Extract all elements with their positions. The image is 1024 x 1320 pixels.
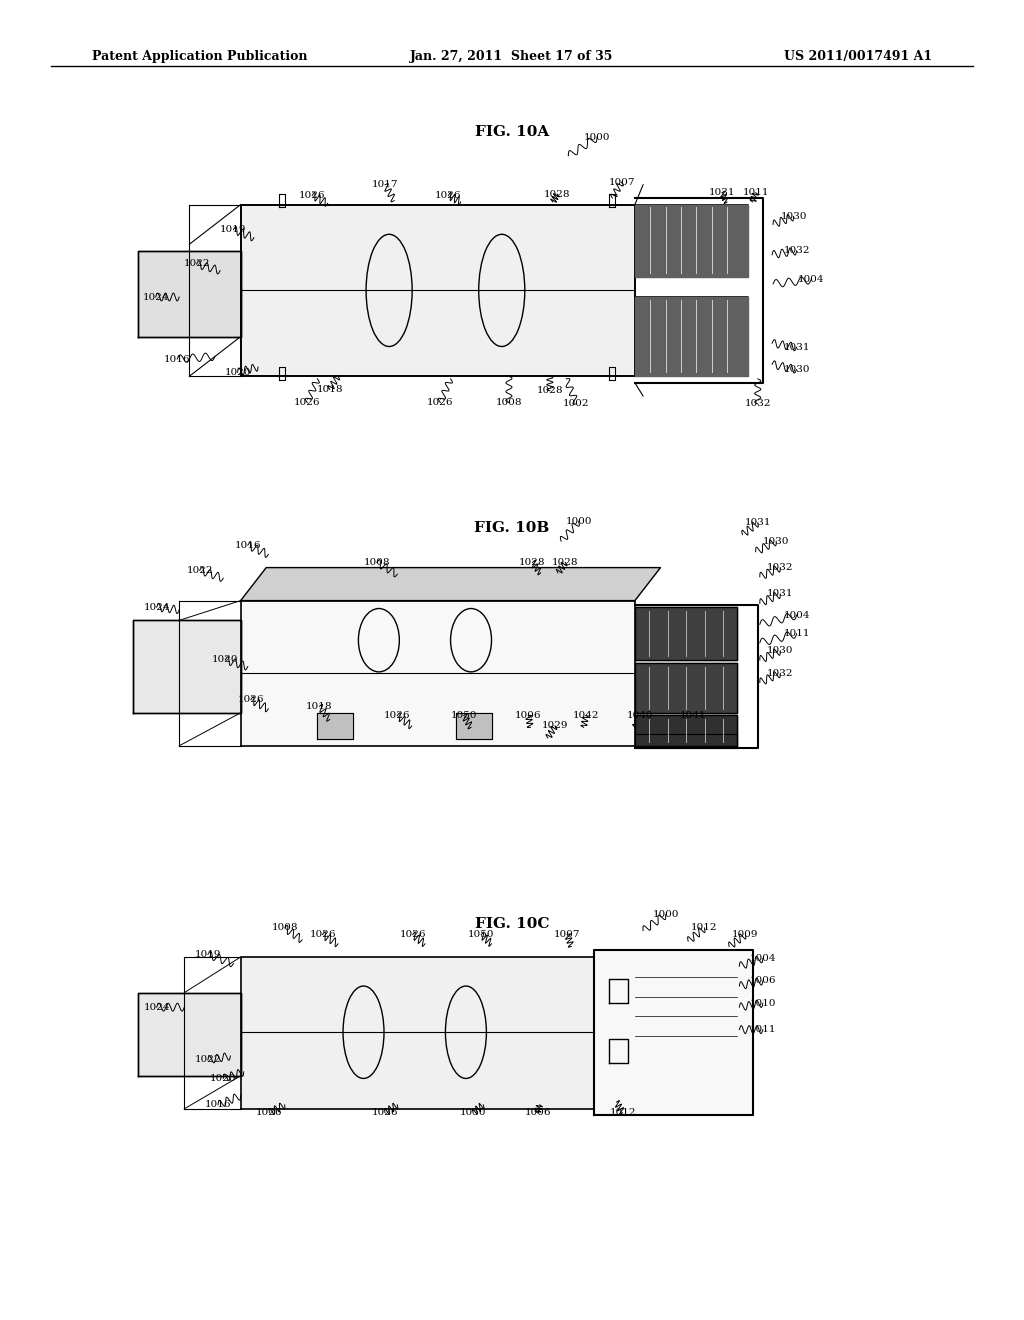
Text: 1006: 1006 (750, 977, 776, 985)
Polygon shape (635, 607, 737, 660)
Text: 1010: 1010 (750, 999, 776, 1007)
Text: 1004: 1004 (798, 276, 824, 284)
Text: 1024: 1024 (143, 603, 170, 611)
Text: US 2011/0017491 A1: US 2011/0017491 A1 (783, 50, 932, 63)
Text: Jan. 27, 2011  Sheet 17 of 35: Jan. 27, 2011 Sheet 17 of 35 (411, 50, 613, 63)
Text: 1016: 1016 (234, 541, 261, 549)
Text: 1026: 1026 (399, 931, 426, 939)
Text: 1028: 1028 (552, 558, 579, 566)
Text: 1020: 1020 (212, 656, 239, 664)
Text: 1026: 1026 (427, 399, 454, 407)
Text: 1008: 1008 (496, 399, 522, 407)
Text: 1004: 1004 (750, 954, 776, 962)
Text: 1050: 1050 (468, 931, 495, 939)
Text: 1040: 1040 (627, 711, 653, 719)
Text: 1028: 1028 (519, 558, 546, 566)
Text: 1041: 1041 (680, 711, 707, 719)
Text: 1020: 1020 (210, 1074, 237, 1082)
Text: 1008: 1008 (271, 924, 298, 932)
Polygon shape (594, 950, 753, 1115)
Text: 1022: 1022 (195, 1056, 221, 1064)
Polygon shape (241, 957, 594, 1109)
Text: 1026: 1026 (384, 711, 411, 719)
Text: 1042: 1042 (572, 711, 599, 719)
Text: 1026: 1026 (372, 1109, 398, 1117)
Polygon shape (635, 297, 748, 376)
Text: 1050: 1050 (460, 1109, 486, 1117)
Text: 1019: 1019 (195, 950, 221, 958)
Text: 1022: 1022 (183, 260, 210, 268)
Polygon shape (241, 568, 660, 601)
Polygon shape (317, 713, 353, 739)
Text: FIG. 10A: FIG. 10A (475, 124, 549, 139)
Polygon shape (456, 713, 492, 739)
Text: 1011: 1011 (750, 1026, 776, 1034)
Polygon shape (635, 663, 737, 713)
Text: 1031: 1031 (744, 519, 771, 527)
Text: 1011: 1011 (783, 630, 810, 638)
Text: 1026: 1026 (238, 696, 264, 704)
Text: 1028: 1028 (544, 190, 570, 198)
Text: 1000: 1000 (565, 517, 592, 525)
Text: 1030: 1030 (767, 647, 794, 655)
Text: 1030: 1030 (780, 213, 807, 220)
Text: 1016: 1016 (164, 355, 190, 363)
Text: 1012: 1012 (609, 1109, 636, 1117)
Text: 1032: 1032 (744, 400, 771, 408)
Text: 1050: 1050 (451, 711, 477, 719)
Text: 1000: 1000 (652, 911, 679, 919)
Text: 1004: 1004 (783, 611, 810, 619)
Text: Patent Application Publication: Patent Application Publication (92, 50, 307, 63)
Text: 1006: 1006 (524, 1109, 551, 1117)
Text: 1020: 1020 (224, 368, 251, 376)
Text: 1016: 1016 (205, 1101, 231, 1109)
Text: 1008: 1008 (364, 558, 390, 566)
Text: 1000: 1000 (584, 133, 610, 141)
Text: 1022: 1022 (186, 566, 213, 574)
Text: 1026: 1026 (435, 191, 462, 199)
Text: 1032: 1032 (767, 564, 794, 572)
Text: 1026: 1026 (309, 931, 336, 939)
Text: 1029: 1029 (542, 722, 568, 730)
Text: 1024: 1024 (142, 293, 169, 301)
Text: 1006: 1006 (515, 711, 542, 719)
Text: 1031: 1031 (709, 189, 735, 197)
Text: 1009: 1009 (732, 931, 759, 939)
Polygon shape (241, 205, 635, 376)
Text: 1026: 1026 (299, 191, 326, 199)
Text: 1018: 1018 (316, 385, 343, 393)
Text: 1030: 1030 (783, 366, 810, 374)
Text: 1007: 1007 (554, 931, 581, 939)
Text: 1012: 1012 (691, 924, 718, 932)
Text: FIG. 10C: FIG. 10C (475, 916, 549, 931)
Text: 1019: 1019 (220, 226, 247, 234)
Text: 1011: 1011 (742, 189, 769, 197)
Polygon shape (133, 620, 241, 713)
Text: 1017: 1017 (372, 181, 398, 189)
Text: 1026: 1026 (294, 399, 321, 407)
Polygon shape (138, 993, 241, 1076)
Text: 1030: 1030 (763, 537, 790, 545)
Text: FIG. 10B: FIG. 10B (474, 520, 550, 535)
Text: 1032: 1032 (783, 247, 810, 255)
Polygon shape (241, 601, 635, 746)
Text: 1018: 1018 (306, 702, 333, 710)
Text: 1007: 1007 (608, 178, 635, 186)
Text: 1002: 1002 (563, 400, 590, 408)
Text: 1026: 1026 (256, 1109, 283, 1117)
Text: 1031: 1031 (783, 343, 810, 351)
Polygon shape (635, 715, 737, 746)
Text: 1024: 1024 (143, 1003, 170, 1011)
Text: 1028: 1028 (537, 387, 563, 395)
Polygon shape (635, 205, 748, 277)
Text: 1031: 1031 (767, 590, 794, 598)
Polygon shape (138, 251, 241, 337)
Text: 1032: 1032 (767, 669, 794, 677)
